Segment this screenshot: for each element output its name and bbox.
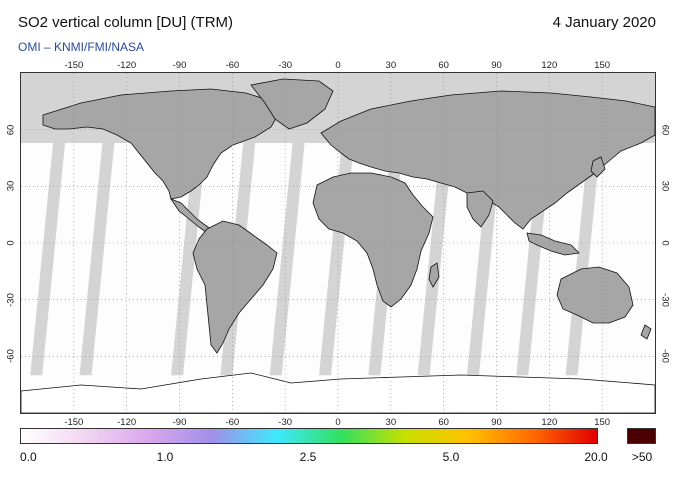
longitude-tick-label: -60 <box>225 60 240 71</box>
colorbar-overflow-swatch <box>627 428 656 444</box>
longitude-tick-label: 120 <box>541 417 558 428</box>
graticule <box>21 73 655 413</box>
longitude-tick-label: 150 <box>594 60 611 71</box>
longitude-tick-label: -30 <box>278 417 293 428</box>
longitude-tick-label: 60 <box>438 417 449 428</box>
latitude-tick-label: -30 <box>5 292 17 307</box>
latitude-tick-label: -60 <box>659 349 671 364</box>
madagascar <box>428 262 440 288</box>
latitude-tick-label: -60 <box>5 349 17 364</box>
longitude-tick-label: -90 <box>172 60 187 71</box>
japan <box>590 156 606 178</box>
longitude-tick-label: 0 <box>335 417 341 428</box>
longitude-tick-label: 30 <box>385 60 397 71</box>
latitude-tick-label: -30 <box>659 292 671 307</box>
longitude-tick-label: 120 <box>541 60 558 71</box>
longitude-tick-label: 90 <box>491 60 502 71</box>
colorbar-overflow-label: >50 <box>631 450 653 464</box>
longitude-tick-label: -120 <box>117 60 137 71</box>
world-map <box>20 72 656 414</box>
latitude-tick-label: 0 <box>5 240 17 246</box>
longitude-tick-label: -30 <box>278 60 293 71</box>
longitude-tick-label: 60 <box>438 60 449 71</box>
map-date: 4 January 2020 <box>552 14 656 31</box>
colorbar-tick-label: 1.0 <box>156 450 174 464</box>
greenland <box>250 78 334 130</box>
north-america <box>42 88 280 200</box>
colorbar-tick-label: 5.0 <box>442 450 460 464</box>
longitude-tick-label: 150 <box>594 417 611 428</box>
longitude-tick-label: 0 <box>335 60 341 71</box>
new-zealand <box>640 324 652 340</box>
colorbar-tick-label: 2.5 <box>299 450 317 464</box>
colorbar <box>20 428 598 444</box>
colorbar-tick-label: 0.0 <box>20 450 37 464</box>
longitude-tick-label: -150 <box>64 417 84 428</box>
no-data-swath <box>79 110 118 376</box>
longitude-tick-label: -120 <box>117 417 137 428</box>
south-america <box>192 220 278 354</box>
india <box>466 190 494 228</box>
eurasia <box>320 90 655 230</box>
longitude-tick-label: -150 <box>64 60 84 71</box>
longitude-tick-label: 90 <box>491 417 502 428</box>
map-canvas <box>21 73 655 413</box>
map-title: SO2 vertical column [DU] (TRM) <box>18 14 234 31</box>
australia <box>556 266 634 324</box>
data-credit: OMI – KNMI/FMI/NASA <box>18 40 145 54</box>
latitude-tick-label: 30 <box>659 181 671 192</box>
longitude-tick-label: 30 <box>385 417 397 428</box>
longitude-tick-label: -90 <box>172 417 187 428</box>
latitude-tick-label: 60 <box>5 124 17 135</box>
longitude-tick-label: -60 <box>225 417 240 428</box>
no-data-swath <box>269 110 308 376</box>
colorbar-tick-label: 20.0 <box>584 450 608 464</box>
latitude-tick-label: 30 <box>5 181 17 192</box>
latitude-tick-label: 0 <box>659 240 671 246</box>
latitude-tick-label: 60 <box>659 124 671 135</box>
